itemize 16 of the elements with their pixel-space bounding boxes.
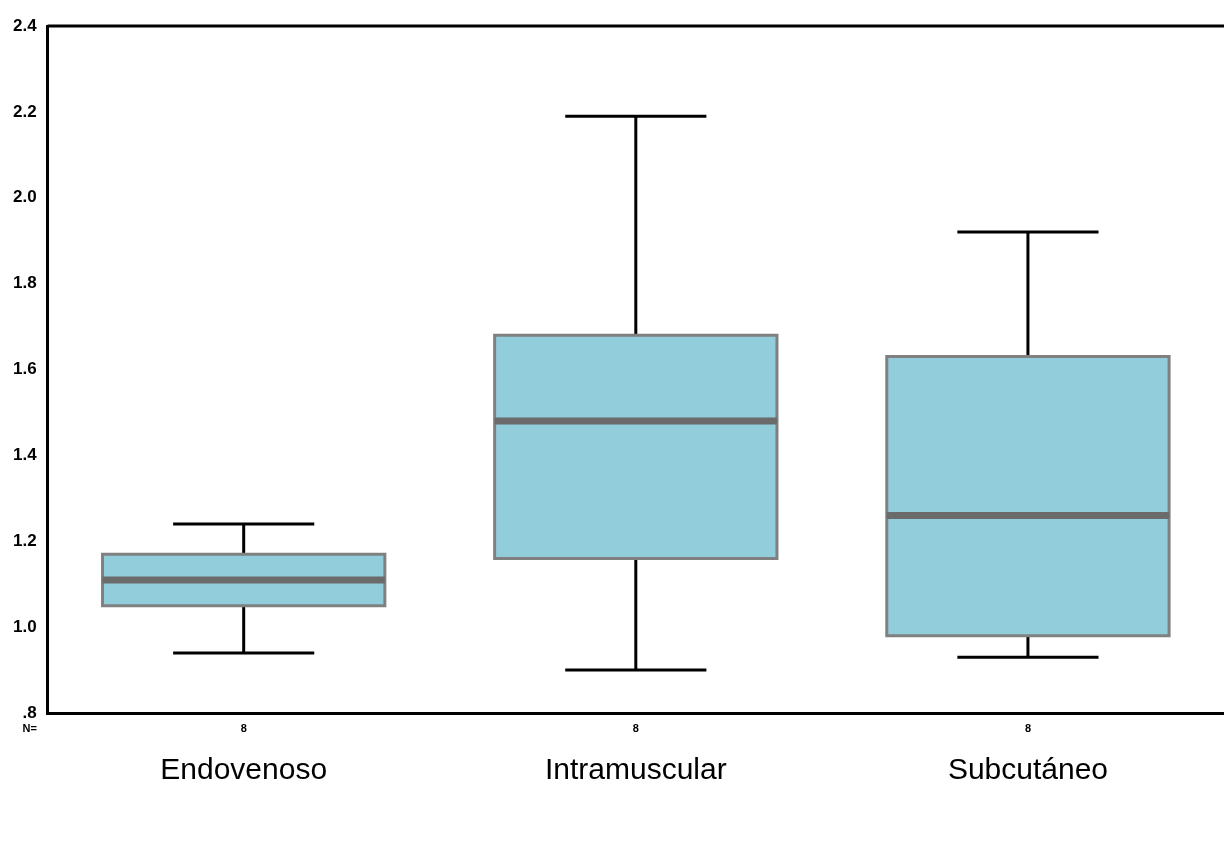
- y-tick-label: 1.8: [12, 273, 37, 293]
- y-tick-label: .8: [22, 702, 37, 722]
- text: 8: [240, 721, 247, 734]
- y-tick-label: 1.0: [12, 616, 37, 636]
- y-tick-label: 1.6: [12, 359, 37, 379]
- y-tick-label: 1.2: [12, 530, 37, 550]
- text: N=: [22, 721, 37, 734]
- text: 8: [1024, 721, 1031, 734]
- x-tick-label: Intramuscular: [544, 752, 727, 786]
- x-tick-label: Subcutáneo: [947, 752, 1109, 786]
- text: 8: [632, 721, 639, 734]
- y-tick-label: 2.0: [12, 187, 37, 207]
- y-tick-label: 1.4: [12, 445, 38, 465]
- x-tick-label: Endovenoso: [160, 752, 328, 786]
- y-tick-label: 2.2: [12, 101, 37, 121]
- y-tick-label: 2.4: [12, 15, 38, 35]
